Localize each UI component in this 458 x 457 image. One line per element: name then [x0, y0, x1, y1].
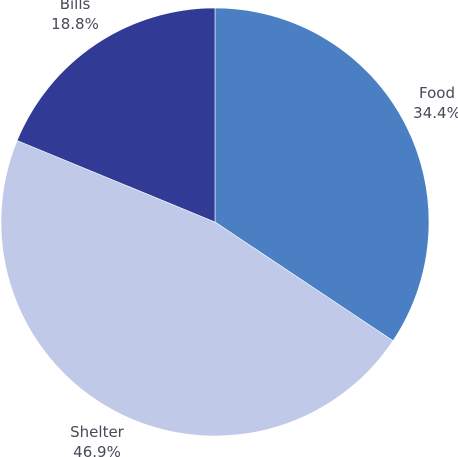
slice-percent-shelter: 46.9%: [73, 443, 121, 457]
slice-percent-food: 34.4%: [413, 104, 458, 122]
pie-slice-bills: [16, 7, 216, 223]
slice-percent-bills: 18.8%: [51, 15, 99, 33]
pie-labels: Food 34.4% Shelter 46.9% Bills 18.8%: [51, 0, 458, 457]
slice-label-bills: Bills: [60, 0, 91, 13]
pie-slice-shelter: [0, 140, 394, 437]
slice-label-food: Food: [419, 84, 455, 102]
pie-slices: [0, 7, 430, 437]
slice-label-shelter: Shelter: [70, 423, 125, 441]
